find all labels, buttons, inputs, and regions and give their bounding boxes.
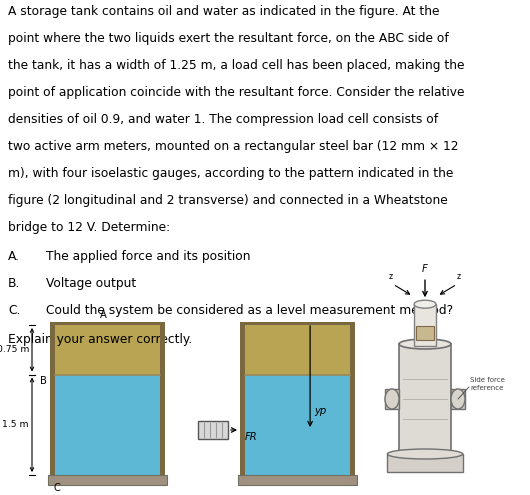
Ellipse shape <box>387 449 463 459</box>
Text: densities of oil 0.9, and water 1. The compression load cell consists of: densities of oil 0.9, and water 1. The c… <box>8 113 438 126</box>
Bar <box>414 304 436 346</box>
Text: z: z <box>457 272 461 281</box>
Ellipse shape <box>385 389 399 409</box>
Bar <box>350 325 355 475</box>
Text: point where the two liquids exert the resultant force, on the ABC side of: point where the two liquids exert the re… <box>8 32 449 45</box>
Bar <box>50 325 55 475</box>
Ellipse shape <box>399 339 451 349</box>
Bar <box>50 322 165 325</box>
Text: Could the system be considered as a level measurement method?: Could the system be considered as a leve… <box>46 304 453 317</box>
Bar <box>238 475 357 485</box>
Bar <box>240 322 355 325</box>
Text: C.: C. <box>8 304 20 317</box>
Bar <box>160 325 165 475</box>
Bar <box>385 389 399 409</box>
Text: the tank, it has a width of 1.25 m, a load cell has been placed, making the: the tank, it has a width of 1.25 m, a lo… <box>8 59 464 72</box>
Text: bridge to 12 V. Determine:: bridge to 12 V. Determine: <box>8 221 170 234</box>
Text: A: A <box>100 310 107 320</box>
Text: z: z <box>389 272 393 281</box>
Text: FR: FR <box>245 432 258 442</box>
Text: C: C <box>53 483 60 493</box>
Bar <box>198 421 228 439</box>
Text: A.: A. <box>8 250 20 263</box>
Text: A storage tank contains oil and water as indicated in the figure. At the: A storage tank contains oil and water as… <box>8 5 439 18</box>
Bar <box>399 344 451 454</box>
Text: The applied force and its position: The applied force and its position <box>46 250 251 263</box>
Text: B.: B. <box>8 277 20 290</box>
Bar <box>55 375 160 475</box>
Bar <box>240 325 245 475</box>
Text: two active arm meters, mounted on a rectangular steel bar (12 mm × 12: two active arm meters, mounted on a rect… <box>8 140 458 153</box>
Text: yp: yp <box>314 406 326 416</box>
Text: point of application coincide with the resultant force. Consider the relative: point of application coincide with the r… <box>8 86 464 99</box>
Ellipse shape <box>451 389 465 409</box>
Ellipse shape <box>414 300 436 308</box>
Bar <box>451 389 465 409</box>
Text: 0.75 m: 0.75 m <box>0 345 29 354</box>
Text: Voltage output: Voltage output <box>46 277 136 290</box>
Bar <box>245 375 350 475</box>
Bar <box>387 454 463 472</box>
Text: Explain your answer correctly.: Explain your answer correctly. <box>8 333 192 346</box>
Bar <box>245 325 350 375</box>
Text: m), with four isoelastic gauges, according to the pattern indicated in the: m), with four isoelastic gauges, accordi… <box>8 167 453 180</box>
Text: 1.5 m: 1.5 m <box>3 420 29 429</box>
Bar <box>416 326 434 340</box>
Text: Side force
reference: Side force reference <box>470 377 505 391</box>
Bar <box>48 475 167 485</box>
Text: figure (2 longitudinal and 2 transverse) and connected in a Wheatstone: figure (2 longitudinal and 2 transverse)… <box>8 194 448 207</box>
Text: B: B <box>40 376 47 386</box>
Bar <box>55 325 160 375</box>
Text: F: F <box>422 264 428 274</box>
